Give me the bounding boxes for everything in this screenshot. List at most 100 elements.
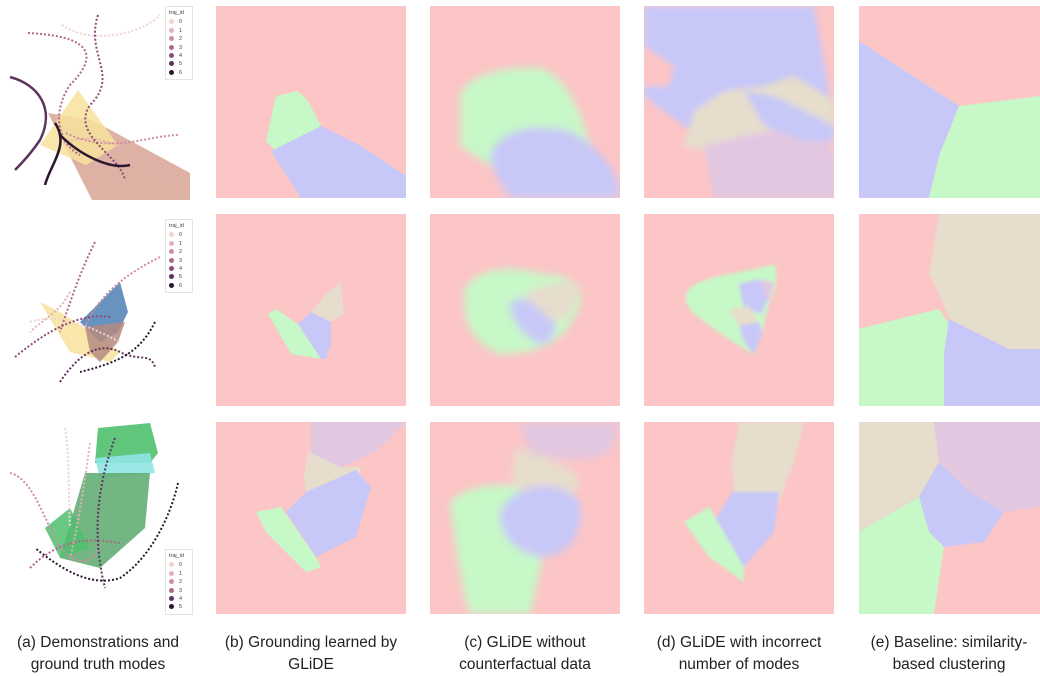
trajectory-3 [29,539,121,569]
grounding-map-c-row1 [430,6,620,198]
demo-plot-row3 [0,418,195,613]
caption-b: (b) Grounding learned by GLiDE [207,632,415,676]
caption-e-line2: based clustering [892,656,1006,673]
caption-d-line1: (d) GLiDE with incorrect [656,634,822,651]
caption-d-line2: number of modes [678,656,800,673]
caption-b-line2: GLiDE [288,656,334,673]
mode-region-blue [271,126,406,198]
grounding-map-b-row1 [216,6,406,198]
trajectory-0 [61,14,161,37]
mode-region-pink [311,422,406,467]
gt-mode-green-top [95,423,158,463]
legend-title: traj_id [169,10,184,16]
demo-plot-row1 [0,5,195,200]
trajectory-4 [96,437,116,589]
trajectory-2 [65,132,179,145]
trajectory-5 [34,482,179,582]
legend-item: 0 [169,561,190,569]
mode-region-blue [286,470,371,557]
caption-c: (c) GLiDE without counterfactual data [421,632,629,676]
trajectory-1 [29,291,71,333]
clustering-map-e-row2 [859,214,1040,406]
legend-row1: traj_id 0 1 2 3 4 5 6 [165,6,193,81]
trajectory-2 [84,256,161,328]
legend-item: 4 [169,265,190,273]
grounding-map-d-row3 [644,422,834,614]
mode-region-blue [490,127,620,198]
caption-b-line1: (b) Grounding learned by [224,634,398,651]
mode-region-beige [510,447,580,502]
trajectory-1 [69,442,91,559]
demo-plot-row2 [0,212,195,407]
mode-region-beige [732,422,804,502]
legend-item: 3 [169,44,190,52]
mode-region-pink [520,422,620,460]
legend-item: 5 [169,603,190,611]
mode-region-blue [714,492,779,567]
trajectory-5 [9,75,48,171]
trajectory-0 [64,427,71,529]
trajectory-4 [84,14,126,181]
trajectory-6 [43,122,131,186]
caption-c-line1: (c) GLiDE without [464,634,586,651]
legend-title: traj_id [169,553,184,559]
legend-item: 0 [169,231,190,239]
trajectory-5 [59,347,156,383]
trajectory-1 [59,137,186,191]
grounding-map-b-row2 [216,214,406,406]
mode-region-green [859,309,949,406]
mode-region-blue [500,485,581,557]
mode-region-green [859,497,944,614]
mode-region-blue [919,462,1004,547]
legend-item: 3 [169,587,190,595]
legend-item: 6 [169,69,190,77]
gt-mode-brown [85,322,125,362]
mode-region-blue-lower [744,91,834,141]
legend-item: 0 [169,18,190,26]
caption-e: (e) Baseline: similarity- based clusteri… [845,632,1040,676]
legend-item: 2 [169,35,190,43]
legend-item: 4 [169,52,190,60]
mode-region-blue [739,279,769,314]
legend-item: 6 [169,282,190,290]
mode-region-blue [859,41,959,198]
grounding-map-d-row2 [644,214,834,406]
trajectory-0 [29,317,121,343]
legend-item: 2 [169,248,190,256]
caption-a-line1: (a) Demonstrations and [17,634,179,651]
mode-region-green [266,91,321,151]
grounding-map-b-row3 [216,422,406,614]
gt-mode-green-left [45,508,90,558]
grounding-map-c-row2 [430,214,620,406]
mode-region-beige [525,282,580,322]
grounding-map-d-row1 [644,6,834,198]
mode-region-pink [934,422,1040,512]
mode-region-red-corner [644,46,674,86]
mode-region-blue [298,312,331,359]
mode-region-beige [729,306,759,326]
legend-item: 5 [169,60,190,68]
caption-a: (a) Demonstrations and ground truth mode… [0,632,202,676]
clustering-map-e-row3 [859,422,1040,614]
legend-item: 4 [169,595,190,603]
caption-e-line1: (e) Baseline: similarity- [870,634,1028,651]
legend-item: 1 [169,240,190,248]
mode-region-pink [759,279,774,304]
trajectory-4 [14,315,111,358]
legend-item: 2 [169,578,190,586]
trajectory-6 [79,321,156,373]
gt-mode-cyan [95,453,155,478]
legend-row3: traj_id 0 1 2 3 4 5 [165,549,193,615]
legend-item: 1 [169,27,190,35]
clustering-map-e-row1 [859,6,1040,198]
caption-d: (d) GLiDE with incorrect number of modes [635,632,843,676]
legend-row2: traj_id 0 1 2 3 4 5 6 [165,219,193,294]
mode-region-green [268,309,321,359]
grounding-map-c-row3 [430,422,620,614]
mode-region-beige [929,214,1040,349]
mode-region-green [684,507,744,582]
legend-item: 1 [169,570,190,578]
trajectory-3 [27,32,88,156]
mode-region-blue-lower [739,322,762,354]
legend-item: 5 [169,273,190,281]
